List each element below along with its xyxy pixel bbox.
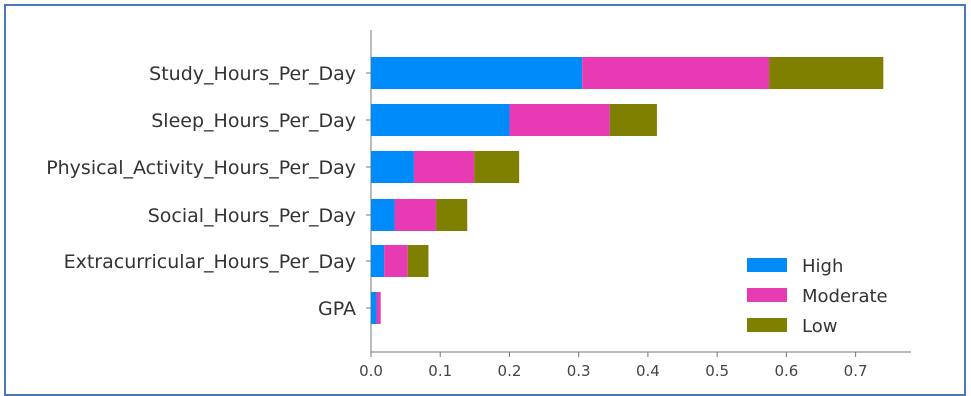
bar-high-2: [371, 151, 414, 183]
legend-swatch-low: [747, 318, 787, 332]
bar-moderate-1: [509, 104, 610, 136]
bar-low-3: [436, 199, 468, 231]
bar-high-4: [371, 245, 385, 277]
category-label: Social_Hours_Per_Day: [148, 205, 356, 227]
legend-swatch-high: [747, 258, 787, 272]
bar-moderate-5: [376, 292, 381, 324]
bar-high-0: [371, 57, 583, 89]
category-label: Sleep_Hours_Per_Day: [151, 110, 356, 132]
x-tick-label: 0.5: [705, 362, 729, 380]
bar-high-5: [371, 292, 377, 324]
bar-high-1: [371, 104, 510, 136]
bar-high-3: [371, 199, 395, 231]
category-label: Study_Hours_Per_Day: [149, 63, 356, 85]
bar-low-2: [474, 151, 520, 183]
x-tick-label: 0.1: [428, 362, 452, 380]
category-label: Physical_Activity_Hours_Per_Day: [46, 157, 356, 179]
legend-label-moderate: Moderate: [802, 286, 888, 307]
x-tick-label: 0.2: [498, 362, 522, 380]
bar-moderate-4: [384, 245, 408, 277]
legend-swatch-moderate: [747, 288, 787, 302]
x-tick-label: 0.0: [359, 362, 383, 380]
bar-low-1: [609, 104, 657, 136]
x-tick-label: 0.3: [567, 362, 591, 380]
x-tick-label: 0.6: [774, 362, 798, 380]
category-label: GPA: [318, 298, 356, 320]
category-label: Extracurricular_Hours_Per_Day: [64, 251, 356, 273]
bar-low-0: [769, 57, 884, 89]
x-tick-label: 0.4: [636, 362, 660, 380]
bar-moderate-3: [394, 199, 437, 231]
bar-low-4: [407, 245, 429, 277]
bar-moderate-2: [413, 151, 475, 183]
x-tick-label: 0.7: [844, 362, 868, 380]
legend-label-low: Low: [802, 316, 837, 337]
bar-moderate-0: [582, 57, 770, 89]
legend-label-high: High: [802, 256, 843, 277]
